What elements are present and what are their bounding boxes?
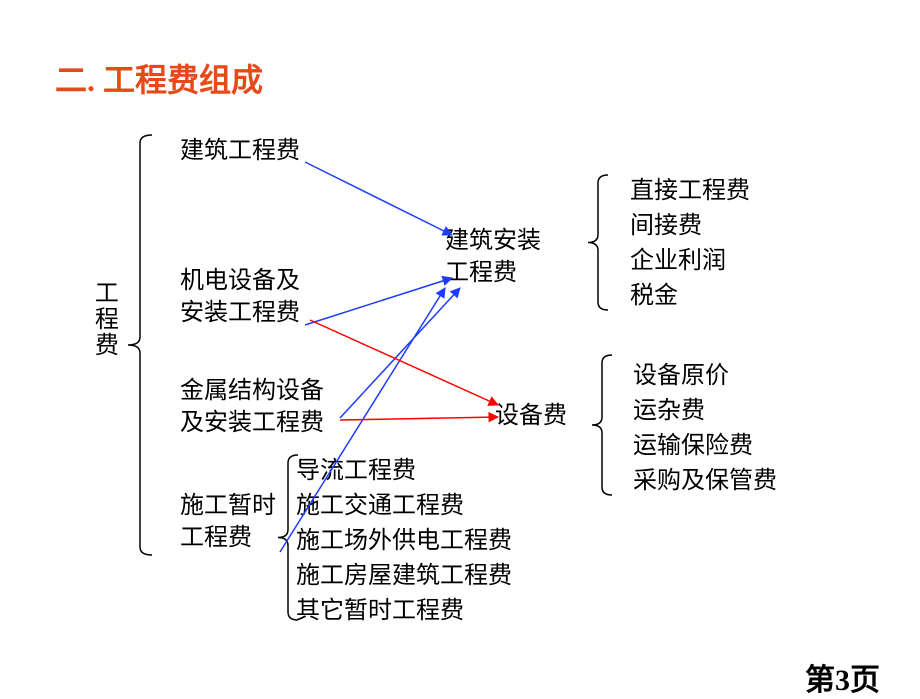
node-c3: 金属结构设备及安装工程费 xyxy=(180,375,324,440)
node-r2c: 运输保险费 xyxy=(633,430,753,462)
bracket xyxy=(592,355,612,495)
node-r1b: 间接费 xyxy=(630,210,702,242)
node-r1d: 税金 xyxy=(630,280,678,312)
node-s3: 施工场外供电工程费 xyxy=(296,525,512,557)
slide-title: 二. 工程费组成 xyxy=(55,55,263,101)
bracket xyxy=(588,175,608,310)
bracket xyxy=(278,455,298,620)
node-c4: 施工暂时工程费 xyxy=(180,490,276,555)
arrow xyxy=(310,320,498,405)
node-s2: 施工交通工程费 xyxy=(296,490,464,522)
node-c1: 建筑工程费 xyxy=(180,135,300,167)
node-r2b: 运杂费 xyxy=(633,395,705,427)
arrow xyxy=(340,417,498,420)
arrow xyxy=(305,278,452,325)
bracket xyxy=(128,135,152,555)
arrow xyxy=(305,162,452,235)
page-number: 第3页 xyxy=(805,655,880,699)
node-s4: 施工房屋建筑工程费 xyxy=(296,560,512,592)
node-c2: 机电设备及安装工程费 xyxy=(180,265,300,330)
node-r1c: 企业利润 xyxy=(630,245,726,277)
arrow xyxy=(340,288,460,418)
node-r2d: 采购及保管费 xyxy=(633,465,777,497)
node-s1: 导流工程费 xyxy=(296,455,416,487)
node-root: 工程费 xyxy=(87,280,119,358)
node-s5: 其它暂时工程费 xyxy=(296,595,464,627)
node-mid2: 设备费 xyxy=(495,400,567,432)
node-r2a: 设备原价 xyxy=(633,360,729,392)
node-r1a: 直接工程费 xyxy=(630,175,750,207)
node-mid1: 建筑安装工程费 xyxy=(445,225,541,290)
